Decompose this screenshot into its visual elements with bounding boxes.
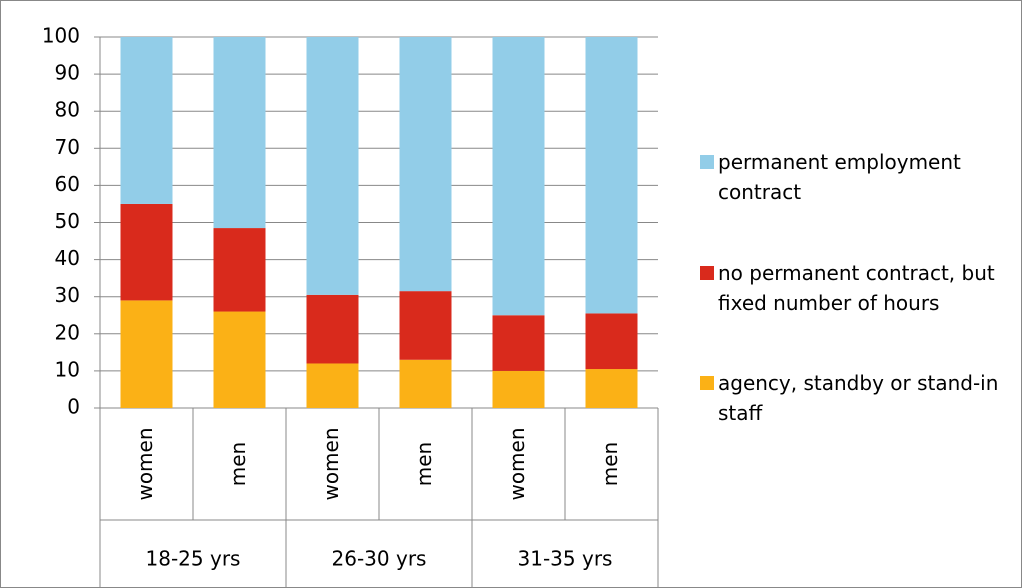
legend-label: agency, standby or stand-in staff: [718, 371, 999, 425]
bar-segment: [120, 300, 173, 408]
bar-segment: [585, 369, 638, 408]
bar-segment: [585, 37, 638, 314]
y-tick-label: 100: [42, 24, 80, 48]
bar-segment: [585, 313, 638, 370]
bar-segment: [306, 363, 359, 408]
x-tick-label: men: [226, 442, 250, 486]
x-tick-label: men: [598, 442, 622, 486]
legend-swatch: [700, 266, 714, 280]
y-tick-label: 90: [55, 61, 80, 85]
bar-segment: [399, 291, 452, 360]
x-tick-label: men: [412, 442, 436, 486]
legend-item: permanent employment contract: [700, 147, 1000, 207]
y-tick-label: 0: [67, 395, 80, 419]
y-tick-label: 70: [55, 135, 80, 159]
legend-item: agency, standby or stand-in staff: [700, 368, 1000, 428]
y-tick-label: 20: [55, 320, 80, 344]
legend-item: no permanent contract, but fixed number …: [700, 258, 1000, 318]
y-tick-label: 50: [55, 209, 80, 233]
bar-segment: [213, 37, 266, 229]
x-tick-label: women: [505, 427, 529, 500]
bar-segment: [399, 37, 452, 292]
y-tick-label: 40: [55, 246, 80, 270]
bar-segment: [213, 311, 266, 408]
y-tick-label: 30: [55, 283, 80, 307]
y-tick-label: 10: [55, 357, 80, 381]
legend-label: no permanent contract, but fixed number …: [718, 261, 995, 315]
bar-segment: [492, 37, 545, 316]
bar-segment: [306, 37, 359, 295]
bar-segment: [492, 370, 545, 408]
group-label: 31-35 yrs: [518, 547, 613, 571]
x-tick-label: women: [319, 427, 343, 500]
legend-swatch: [700, 155, 714, 169]
y-tick-label: 80: [55, 98, 80, 122]
bar-segment: [120, 203, 173, 301]
group-label: 18-25 yrs: [146, 547, 241, 571]
bar-segment: [120, 37, 173, 204]
bar-segment: [399, 359, 452, 408]
group-label: 26-30 yrs: [332, 547, 427, 571]
legend-label: permanent employment contract: [718, 150, 961, 204]
bar-segment: [213, 228, 266, 312]
x-tick-label: women: [133, 427, 157, 500]
y-tick-label: 60: [55, 172, 80, 196]
legend-swatch: [700, 376, 714, 390]
bar-segment: [492, 315, 545, 371]
bar-segment: [306, 294, 359, 364]
